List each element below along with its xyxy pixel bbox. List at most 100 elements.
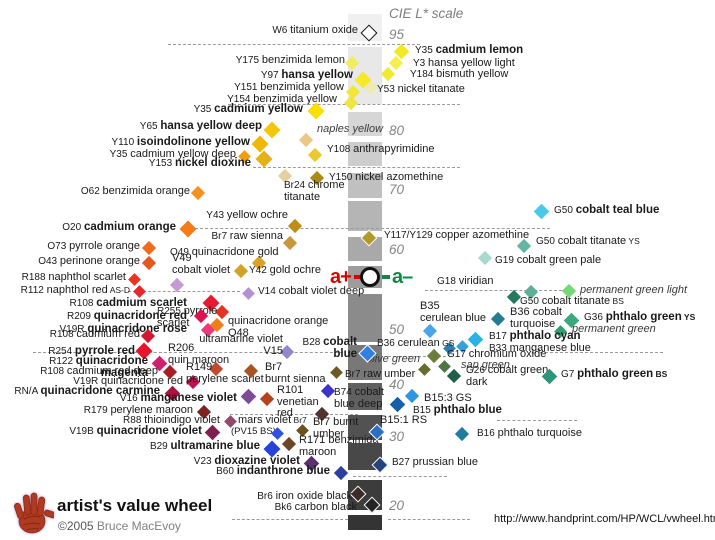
warm-axis-dash bbox=[354, 275, 362, 279]
r188-naphthol-scarlet-diamond-marker bbox=[127, 272, 141, 286]
br7-raw-sienna-diamond-marker bbox=[282, 235, 298, 251]
r112-naphthol-red-label: R112 naphthol red AS-D bbox=[20, 284, 130, 296]
author-name: Bruce MacEvoy bbox=[96, 519, 181, 533]
b33-manganese-blue-label: B33 manganese blue bbox=[489, 342, 591, 354]
gray-value-block bbox=[348, 515, 382, 530]
pigment-diamond-marker bbox=[389, 396, 405, 412]
lightness-tick-label: 60 bbox=[389, 242, 405, 257]
g19-cobalt-green-pale-label: G19 cobalt green pale bbox=[495, 254, 602, 266]
lightness-tick-label: 70 bbox=[389, 182, 405, 197]
w6-titanium-oxide-label: W6 titanium oxide bbox=[272, 24, 358, 36]
naples-yellow-diamond-marker bbox=[298, 132, 314, 148]
pv15-bs-label: (PV15 BS) bbox=[231, 426, 276, 437]
bk6-carbon-black-label: Bk6 carbon black bbox=[274, 501, 357, 513]
dashed-gridline bbox=[353, 476, 447, 477]
y35-cadmium-yellow-label: Y35 cadmium yellow bbox=[193, 103, 303, 115]
b15-3-gs-diamond-marker bbox=[404, 388, 420, 404]
neutral-gray-marker bbox=[360, 267, 380, 287]
b36-cobalt-turquoise-diamond-marker bbox=[490, 311, 506, 327]
lightness-tick-label: 40 bbox=[389, 377, 405, 392]
b16-phthalo-turquoise-diamond-marker bbox=[454, 426, 470, 442]
b36-cobalt-turquoise-label: B36 cobalt turquoise bbox=[510, 306, 562, 330]
r254-pyrrole-red-label: R254 pyrrole red bbox=[48, 345, 135, 357]
sap-green-diamond-marker bbox=[437, 359, 451, 373]
v19b-quinacridone-violet-diamond-marker bbox=[204, 424, 220, 440]
dashed-gridline bbox=[228, 104, 460, 105]
dashed-gridline bbox=[190, 228, 550, 229]
r108-cadmium-red-deep-label: R108 cadmium red deep bbox=[40, 365, 158, 377]
o20-cadmium-orange-label: O20 cadmium orange bbox=[62, 221, 176, 233]
y175-benzimida-lemon-label: Y175 benzimida lemon bbox=[235, 54, 345, 66]
lightness-tick-label: 30 bbox=[389, 429, 405, 444]
v19r-quinacridone-red-label: V19R quinacridone red bbox=[73, 375, 183, 387]
dashed-gridline bbox=[253, 167, 460, 168]
copyright-line: ©2005 Bruce MacEvoy bbox=[58, 519, 181, 533]
r122-quinacridone-magenta-label: R122 quinacridone magenta bbox=[49, 355, 148, 379]
g36-phthalo-green-label: G36 phthalo green YS bbox=[584, 311, 696, 323]
o73-pyrrole-orange-diamond-marker bbox=[141, 240, 157, 256]
y3-hansa-yellow-light-label: Y3 hansa yellow light bbox=[413, 57, 515, 69]
g50-cobalt-titanate-label: G50 cobalt titanate BS bbox=[520, 295, 624, 307]
v14-cobalt-violet-deep-diamond-marker bbox=[241, 286, 255, 300]
y43-yellow-ochre-diamond-marker bbox=[287, 218, 303, 234]
br7-raw-umber-label: Br7 raw umber bbox=[345, 368, 416, 380]
b74-cobalt-blue-deep-diamond-marker bbox=[320, 383, 336, 399]
b28-cobalt-blue-label: B28 cobalt blue bbox=[302, 336, 357, 360]
mars-violet-label: mars violet Br7 bbox=[238, 414, 307, 426]
y154-benzimida-yellow-label: Y154 benzimida yellow bbox=[227, 93, 337, 105]
y65-hansa-yellow-deep-label: Y65 hansa yellow deep bbox=[139, 120, 262, 132]
g26-cobalt-green-dark-label: G26 cobalt green dark bbox=[466, 364, 549, 388]
gray-value-block bbox=[348, 383, 382, 410]
lightness-tick-label: 50 bbox=[389, 322, 405, 337]
lightness-tick-label: 20 bbox=[389, 498, 405, 513]
g50-cobalt-titanate-label: G50 cobalt titanate YS bbox=[536, 235, 640, 247]
y108-anthrapyrimidine-diamond-marker bbox=[307, 147, 323, 163]
g50-cobalt-teal-blue-label: G50 cobalt teal blue bbox=[554, 204, 660, 216]
y184-bismuth-yellow-label: Y184 bismuth yellow bbox=[410, 68, 509, 80]
b35-cerulean-blue-label: B35 cerulean blue bbox=[420, 300, 487, 324]
g7-phthalo-green-label: G7 phthalo green BS bbox=[561, 368, 668, 380]
r171-benzimida-maroon-diamond-marker bbox=[281, 436, 297, 452]
chart-title: artist's value wheel bbox=[57, 496, 213, 515]
v19r-quinacridone-rose-label: V19R quinacridone rose bbox=[59, 323, 187, 335]
y108-anthrapyrimidine-label: Y108 anthrapyrimidine bbox=[327, 143, 435, 155]
dashed-gridline bbox=[230, 414, 358, 415]
g17-chromium-oxide-diamond-marker bbox=[426, 348, 442, 364]
cool-axis-label: a– bbox=[392, 266, 413, 288]
permanent-green-light-label: permanent green light bbox=[580, 284, 688, 296]
y43-yellow-ochre-label: Y43 yellow ochre bbox=[206, 209, 288, 221]
cool-axis-dash bbox=[382, 275, 390, 279]
y110-isoindolinone-yellow-label: Y110 isoindolinone yellow bbox=[111, 136, 250, 148]
br7-burnt-sienna-label: Br7 burnt sienna bbox=[265, 361, 326, 385]
y42-gold-ochre-diamond-marker bbox=[233, 263, 249, 279]
b35-cerulean-blue-diamond-marker bbox=[422, 323, 438, 339]
o49-quinacridone-gold-label: O49 quinacridone gold bbox=[170, 246, 279, 258]
dashed-gridline bbox=[168, 44, 420, 45]
o62-benzimida-orange-diamond-marker bbox=[190, 185, 206, 201]
dashed-gridline bbox=[388, 519, 470, 520]
r112-naphthol-red-diamond-marker bbox=[132, 284, 146, 298]
o62-benzimida-orange-label: O62 benzimida orange bbox=[80, 185, 190, 197]
b60-indanthrone-blue-diamond-marker bbox=[333, 465, 349, 481]
v49-cobalt-violet-label: V49 cobalt violet bbox=[172, 252, 231, 276]
r206-quin-maroon-label: R206 quin maroon bbox=[168, 342, 230, 366]
g26-cobalt-green-dark-diamond-marker bbox=[446, 368, 462, 384]
gray-value-block bbox=[348, 173, 382, 198]
naples-yellow-label: naples yellow bbox=[317, 123, 384, 135]
v23-dioxazine-violet-label: V23 dioxazine violet bbox=[193, 455, 300, 467]
o43-perinone-orange-label: O43 perinone orange bbox=[38, 255, 140, 267]
r101-venetian-red-label: R101 venetian red bbox=[277, 384, 319, 419]
y53-nickel-titanate-label: Y53 nickel titanate bbox=[377, 83, 465, 95]
lightness-tick-label: 80 bbox=[389, 123, 405, 138]
y42-gold-ochre-label: Y42 gold ochre bbox=[249, 264, 321, 276]
g50-cobalt-teal-blue-diamond-marker bbox=[533, 203, 549, 219]
gray-value-block bbox=[348, 112, 382, 136]
g18-viridian-label: G18 viridian bbox=[437, 275, 494, 287]
dashed-gridline bbox=[497, 420, 577, 421]
y117-y129-copper-azomethine-label: Y117/Y129 copper azomethine bbox=[384, 229, 530, 241]
olive-green-label: olive green bbox=[366, 353, 420, 365]
r188-naphthol-scarlet-label: R188 naphthol scarlet bbox=[21, 271, 126, 283]
b17-phthalo-cyan-label: B17 phthalo cyan bbox=[489, 330, 581, 342]
dashed-gridline bbox=[540, 352, 663, 353]
gray-value-block bbox=[348, 294, 382, 342]
